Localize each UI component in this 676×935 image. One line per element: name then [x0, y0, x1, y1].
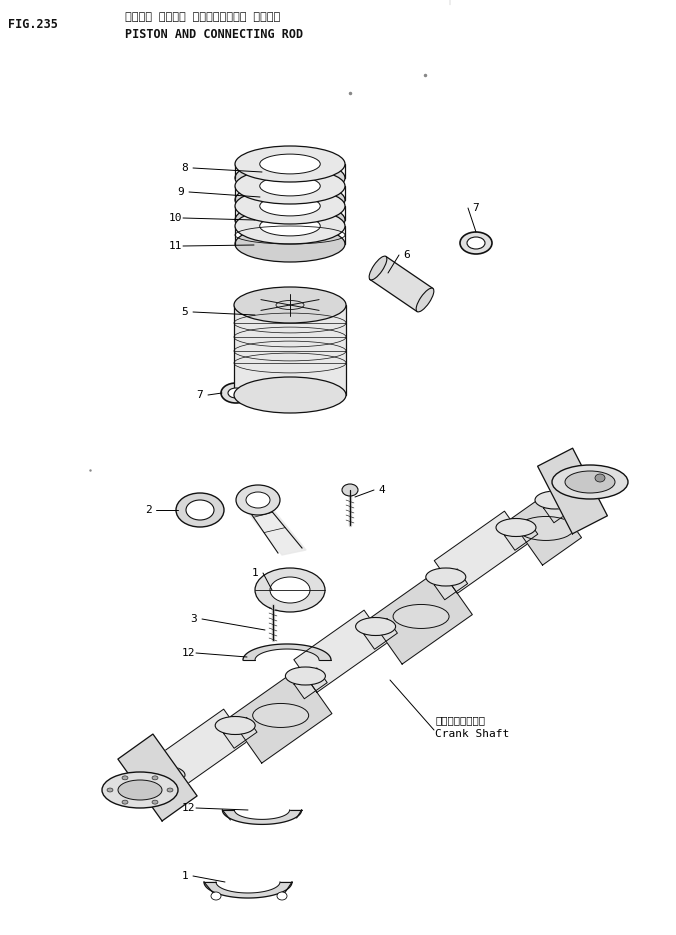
- Text: 12: 12: [181, 648, 195, 658]
- Polygon shape: [370, 256, 433, 311]
- Ellipse shape: [122, 776, 128, 780]
- Ellipse shape: [152, 776, 158, 780]
- Ellipse shape: [235, 188, 345, 224]
- Ellipse shape: [186, 500, 214, 520]
- Ellipse shape: [260, 216, 320, 236]
- Ellipse shape: [145, 766, 185, 784]
- Text: 10: 10: [168, 213, 182, 223]
- Ellipse shape: [235, 168, 345, 204]
- Ellipse shape: [234, 287, 346, 323]
- Polygon shape: [204, 882, 292, 898]
- Ellipse shape: [246, 492, 270, 508]
- Polygon shape: [294, 611, 387, 692]
- Ellipse shape: [235, 208, 345, 244]
- Text: PISTON AND CONNECTING ROD: PISTON AND CONNECTING ROD: [125, 28, 303, 41]
- Polygon shape: [229, 668, 332, 763]
- Text: 6: 6: [404, 250, 410, 260]
- Polygon shape: [222, 810, 301, 825]
- Polygon shape: [435, 568, 468, 599]
- Ellipse shape: [102, 772, 178, 808]
- Ellipse shape: [460, 232, 492, 254]
- Text: 7: 7: [197, 390, 203, 400]
- Text: 7: 7: [473, 203, 479, 213]
- Text: 5: 5: [182, 307, 189, 317]
- Ellipse shape: [393, 604, 449, 628]
- Text: ピストン オヨビ゚ コネクティンク゚ ロット・: ピストン オヨビ゚ コネクティンク゚ ロット・: [125, 12, 281, 22]
- Ellipse shape: [270, 577, 310, 603]
- Ellipse shape: [235, 146, 345, 182]
- Ellipse shape: [426, 568, 466, 586]
- Text: 4: 4: [379, 485, 385, 495]
- Ellipse shape: [285, 667, 325, 685]
- Ellipse shape: [595, 474, 605, 482]
- Ellipse shape: [235, 182, 345, 218]
- Ellipse shape: [122, 800, 128, 804]
- Polygon shape: [370, 568, 473, 664]
- Ellipse shape: [552, 465, 628, 499]
- Polygon shape: [294, 668, 327, 698]
- Polygon shape: [537, 448, 607, 534]
- Ellipse shape: [107, 788, 113, 792]
- Text: 2: 2: [145, 505, 151, 515]
- Ellipse shape: [260, 154, 320, 174]
- Polygon shape: [224, 717, 257, 748]
- Ellipse shape: [255, 568, 325, 612]
- Ellipse shape: [152, 800, 158, 804]
- Polygon shape: [504, 520, 538, 551]
- Text: 9: 9: [178, 187, 185, 197]
- Text: 1: 1: [251, 568, 258, 578]
- Ellipse shape: [518, 516, 574, 540]
- Polygon shape: [240, 496, 306, 555]
- Ellipse shape: [253, 703, 309, 727]
- Polygon shape: [544, 492, 577, 523]
- Ellipse shape: [221, 383, 251, 403]
- Text: 1: 1: [182, 871, 189, 881]
- Ellipse shape: [211, 892, 221, 900]
- Ellipse shape: [260, 196, 320, 216]
- Bar: [234, 305, 346, 395]
- Ellipse shape: [234, 377, 346, 413]
- Polygon shape: [364, 618, 397, 649]
- Polygon shape: [434, 511, 527, 594]
- Ellipse shape: [277, 892, 287, 900]
- Ellipse shape: [369, 256, 387, 280]
- Ellipse shape: [215, 716, 256, 735]
- Text: 3: 3: [191, 614, 197, 624]
- Ellipse shape: [356, 617, 395, 636]
- Ellipse shape: [416, 288, 434, 312]
- Text: 12: 12: [181, 803, 195, 813]
- Ellipse shape: [235, 202, 345, 238]
- Ellipse shape: [565, 471, 615, 493]
- Ellipse shape: [496, 519, 536, 537]
- Ellipse shape: [260, 176, 320, 196]
- Ellipse shape: [342, 484, 358, 496]
- Ellipse shape: [176, 493, 224, 527]
- Ellipse shape: [235, 226, 345, 262]
- Text: FIG.235: FIG.235: [8, 18, 58, 31]
- Text: クランクシャフト: クランクシャフト: [435, 715, 485, 725]
- Text: Crank Shaft: Crank Shaft: [435, 729, 509, 739]
- Text: 8: 8: [182, 163, 189, 173]
- Ellipse shape: [535, 491, 575, 509]
- Ellipse shape: [467, 237, 485, 249]
- Ellipse shape: [118, 780, 162, 800]
- Text: 11: 11: [168, 241, 182, 251]
- Ellipse shape: [235, 160, 345, 196]
- Ellipse shape: [228, 388, 244, 398]
- Polygon shape: [153, 709, 247, 791]
- Polygon shape: [510, 492, 581, 565]
- Polygon shape: [243, 644, 331, 660]
- Polygon shape: [118, 734, 197, 821]
- Ellipse shape: [236, 485, 280, 515]
- Ellipse shape: [167, 788, 173, 792]
